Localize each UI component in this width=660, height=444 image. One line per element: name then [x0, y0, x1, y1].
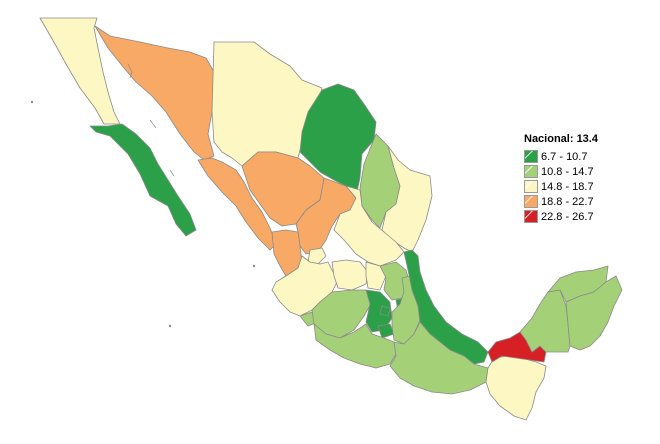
legend-label: 18.8 - 22.7 — [541, 195, 594, 208]
legend-swatch — [524, 165, 538, 178]
island-dot — [252, 264, 256, 268]
state-baja-california-sur — [89, 123, 197, 237]
state-guanajuato — [331, 259, 369, 291]
legend-swatch — [524, 210, 538, 223]
state-chiapas — [485, 355, 547, 421]
legend-label: 14.8 - 18.7 — [541, 180, 594, 193]
legend-item: 18.8 - 22.7 — [524, 194, 598, 209]
island-dot — [30, 100, 34, 104]
state-morelos — [377, 323, 395, 339]
island-dot — [168, 324, 172, 328]
state-aguascalientes — [307, 247, 327, 265]
legend-title: Nacional: 13.4 — [524, 133, 598, 145]
legend-label: 22.8 - 26.7 — [541, 210, 594, 223]
legend-swatch — [524, 180, 538, 193]
gulf-of-california-islands — [127, 63, 175, 177]
legend-item: 22.8 - 26.7 — [524, 209, 598, 224]
legend-swatch — [524, 195, 538, 208]
state-baja-california — [39, 17, 121, 125]
legend-item: 10.8 - 14.7 — [524, 164, 598, 179]
state-veracruz — [403, 249, 489, 365]
legend-label: 6.7 - 10.7 — [541, 150, 588, 163]
state-sonora — [94, 25, 215, 161]
state-ciudad-de-mexico — [379, 305, 391, 317]
state-quintana-roo — [565, 275, 623, 351]
legend-label: 10.8 - 14.7 — [541, 165, 594, 178]
legend-item: 6.7 - 10.7 — [524, 149, 598, 164]
legend-swatch — [524, 150, 538, 163]
map-legend: Nacional: 13.4 6.7 - 10.7 10.8 - 14.7 14… — [524, 133, 598, 224]
state-campeche — [519, 289, 571, 353]
legend-item: 14.8 - 18.7 — [524, 179, 598, 194]
state-tamaulipas — [381, 145, 433, 253]
